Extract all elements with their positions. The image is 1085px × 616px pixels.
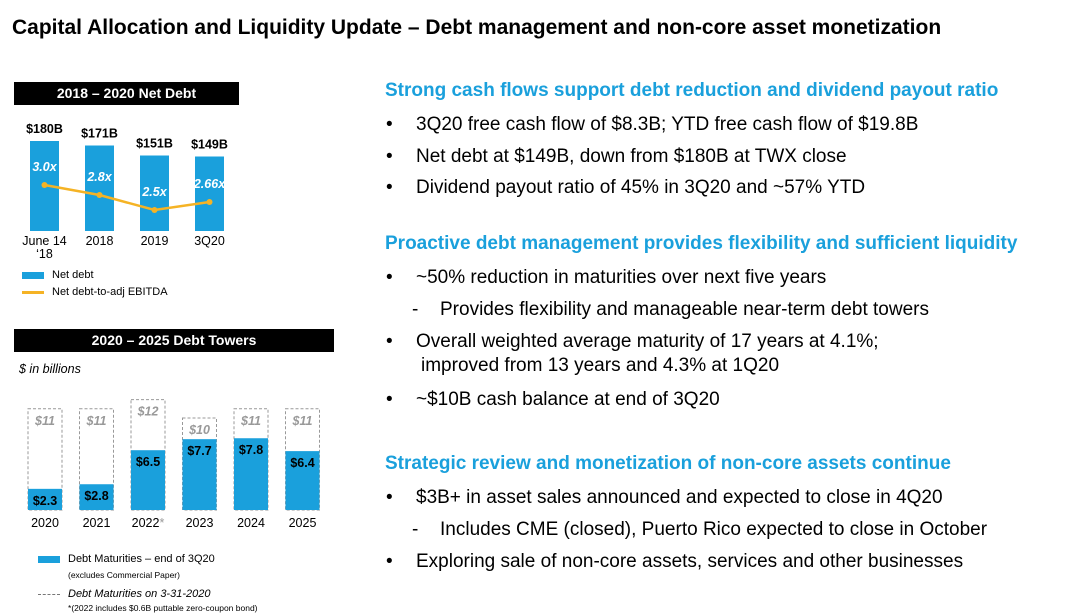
legend-dashed-sub: *(2022 includes $0.6B puttable zero-coup… (68, 603, 258, 613)
debt-towers-heading: 2020 – 2025 Debt Towers (14, 329, 334, 352)
debt-tower-value-label: $6.4 (290, 456, 314, 470)
net-debt-bar (195, 156, 224, 231)
ebitda-ratio-label: 2.5x (141, 185, 167, 199)
towers-legend-solid: Debt Maturities – end of 3Q20 (38, 553, 215, 565)
net-debt-value-label: $151B (136, 137, 173, 151)
bullet-text: Exploring sale of non-core assets, servi… (416, 551, 964, 572)
debt-tower-value-label: $7.8 (239, 443, 263, 457)
net-debt-value-label: $180B (26, 122, 63, 136)
bullet-text: Provides flexibility and manageable near… (440, 299, 929, 320)
debt-tower-bar (131, 450, 165, 510)
section-heading: Strong cash flows support debt reduction… (385, 80, 999, 101)
debt-tower-value-label: $7.7 (187, 444, 211, 458)
ebitda-ratio-label: 2.66x (193, 177, 226, 191)
debt-tower-bar (28, 488, 62, 510)
debt-tower-prior-label: $10 (188, 423, 210, 437)
section-heading: Proactive debt management provides flexi… (385, 233, 1018, 254)
debt-towers-chart: $11 $2.3 2020 $11 $2.8 2021 $12 $6.5 2022* $10 $7.… (27, 399, 320, 530)
debt-tower-bar (234, 438, 268, 510)
net-debt-category-label: 2018 (86, 234, 114, 248)
units-note: $ in billions (19, 362, 81, 376)
bullet-marker: • (386, 267, 393, 288)
legend-bar-swatch (22, 271, 44, 279)
net-debt-value-label: $171B (81, 127, 118, 141)
legend-solid-sub: (excludes Commercial Paper) (68, 570, 180, 580)
debt-tower-value-label: $2.8 (84, 489, 108, 503)
legend-line-swatch (22, 290, 44, 294)
net-debt-bar (85, 145, 114, 231)
net-debt-category-label: June 14 (22, 234, 67, 248)
net-debt-legend-bar: Net debt (22, 269, 94, 281)
bullet-marker: • (386, 146, 393, 167)
legend-solid-label: Debt Maturities – end of 3Q20 (68, 553, 215, 565)
ebitda-ratio-label: 2.8x (86, 170, 112, 184)
net-debt-category-label: 2019 (141, 234, 169, 248)
bullet-marker: • (386, 177, 393, 198)
legend-dashed-swatch (38, 593, 60, 595)
bullet-text: 3Q20 free cash flow of $8.3B; YTD free c… (416, 114, 919, 135)
debt-tower-category-label: 2020 (31, 516, 59, 530)
ebitda-ratio-point (41, 182, 48, 188)
net-debt-value-label: $149B (191, 138, 228, 152)
debt-tower-prior-label: $11 (240, 414, 261, 428)
net-debt-category-label: ‘18 (36, 247, 53, 261)
bullet-marker: - (412, 519, 419, 540)
legend-line-label: Net debt-to-adj EBITDA (52, 286, 168, 298)
bullet-text: ~50% reduction in maturities over next f… (416, 267, 827, 288)
bullet-marker: • (386, 487, 393, 508)
legend-dashed-label: Debt Maturities on 3-31-2020 (68, 588, 211, 600)
bullet-marker: • (386, 389, 393, 410)
debt-tower-category-label: 2022* (132, 516, 165, 530)
net-debt-legend-line: Net debt-to-adj EBITDA (22, 286, 168, 298)
debt-tower-bar (182, 439, 217, 510)
bullet-text: Overall weighted average maturity of 17 … (416, 331, 879, 352)
debt-tower-bar (285, 451, 320, 510)
bullet-text: $3B+ in asset sales announced and expect… (416, 487, 943, 508)
bullet-marker: • (386, 331, 393, 352)
bullet-text: ~$10B cash balance at end of 3Q20 (416, 389, 720, 410)
debt-tower-prior-label: $11 (292, 414, 313, 428)
bullet-text: Includes CME (closed), Puerto Rico expec… (440, 519, 988, 540)
debt-tower-category-label: 2021 (83, 516, 111, 530)
legend-solid-swatch (38, 555, 60, 563)
debt-tower-prior-label: $12 (137, 405, 159, 419)
ebitda-ratio-point (151, 207, 158, 213)
ebitda-ratio-line (44, 183, 210, 212)
legend-bar-label: Net debt (52, 269, 94, 281)
bullet-text: improved from 13 years and 4.3% at 1Q20 (421, 355, 780, 376)
debt-tower-category-label: 2025 (289, 516, 317, 530)
debt-tower-value-label: $6.5 (136, 455, 160, 469)
bullet-text: Net debt at $149B, down from $180B at TW… (416, 146, 847, 167)
section-heading: Strategic review and monetization of non… (385, 453, 951, 474)
net-debt-heading: 2018 – 2020 Net Debt (14, 82, 239, 105)
legend-dashed-sub-text: (2022 includes $0.6B puttable zero-coupo… (71, 603, 258, 613)
ebitda-ratio-label: 3.0x (32, 160, 57, 174)
bullet-marker: • (386, 114, 393, 135)
debt-tower-category-label: 2023 (186, 516, 214, 530)
slide-title: Capital Allocation and Liquidity Update … (12, 16, 942, 39)
bullet-marker: - (412, 299, 419, 320)
net-debt-chart: $180B 3.0x June 14‘18 $171B 2.8x 2018 $151B 2.5… (22, 122, 228, 261)
debt-tower-value-label: $2.3 (33, 494, 57, 508)
ebitda-ratio-point (96, 192, 103, 198)
ebitda-ratio-point (206, 199, 213, 205)
debt-tower-category-label: 2024 (237, 516, 265, 530)
legend-dashed-sub-mark: * (68, 603, 72, 613)
debt-tower-prior-label: $11 (86, 414, 107, 428)
bullet-marker: • (386, 551, 393, 572)
net-debt-category-label: 3Q20 (194, 234, 225, 248)
towers-legend-dashed: Debt Maturities on 3-31-2020 (38, 588, 210, 600)
net-debt-bar (140, 155, 169, 231)
bullet-text: Dividend payout ratio of 45% in 3Q20 and… (416, 177, 866, 198)
debt-tower-prior-label: $11 (34, 414, 55, 428)
debt-tower-bar (79, 484, 114, 510)
